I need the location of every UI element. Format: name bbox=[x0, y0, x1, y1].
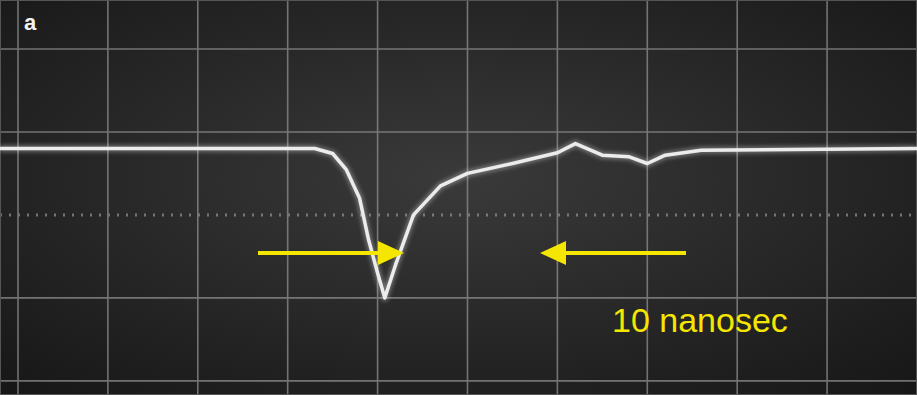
annotation: 10 nanosec bbox=[612, 301, 788, 339]
panel-label: a bbox=[24, 10, 37, 35]
background bbox=[0, 0, 917, 395]
grid-line-x bbox=[557, 0, 559, 395]
arrow-left bbox=[258, 251, 382, 255]
grid-line-x bbox=[17, 0, 19, 395]
grid-line-x bbox=[197, 0, 199, 395]
grid bbox=[0, 0, 917, 395]
grid-line-x bbox=[107, 0, 109, 395]
grid-line-y bbox=[0, 213, 917, 216]
grid-line-x bbox=[467, 0, 469, 395]
grid-line-y bbox=[0, 48, 917, 50]
plot-area bbox=[0, 144, 917, 298]
arrow-head bbox=[540, 241, 566, 265]
grid-line-y bbox=[0, 131, 917, 133]
arrow-right bbox=[562, 251, 686, 255]
trace-glow bbox=[0, 144, 917, 298]
grid-line-x bbox=[287, 0, 289, 395]
trace bbox=[0, 144, 917, 298]
chart: a 10 nanosec bbox=[0, 0, 917, 395]
grid-line-x bbox=[377, 0, 379, 395]
frame bbox=[1, 1, 917, 395]
grid-line-x bbox=[826, 0, 828, 395]
grid-line-y bbox=[0, 297, 917, 299]
arrows bbox=[258, 241, 686, 265]
grid-line-y bbox=[0, 380, 917, 382]
arrow-head bbox=[378, 241, 404, 265]
